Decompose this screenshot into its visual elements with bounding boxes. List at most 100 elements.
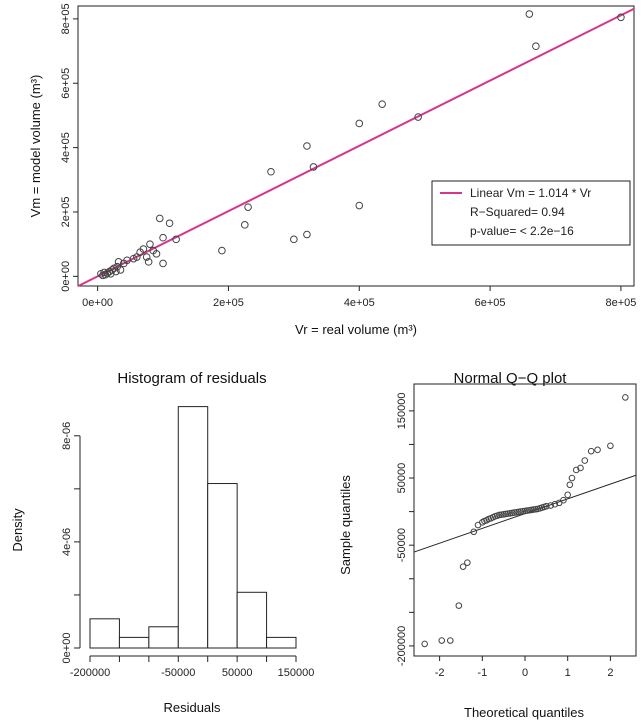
histogram-panel: Histogram of residuals -200000 -50000 5000… xyxy=(10,370,314,715)
scatter-point xyxy=(303,230,311,239)
histogram-bar xyxy=(118,636,150,649)
scatter-point xyxy=(114,258,123,266)
histogram-x-tick-label: 150000 xyxy=(278,667,315,679)
qq-x-tick-label: 1 xyxy=(565,667,571,679)
qq-y-axis-label: Sample quantiles xyxy=(338,475,353,575)
histogram-bar xyxy=(89,618,120,649)
linear-fit-layer xyxy=(77,7,635,288)
qq-point xyxy=(543,502,550,510)
qq-point xyxy=(455,602,463,609)
scatter-y-axis: 0e+00 2e+05 4e+05 6e+05 8e+05 xyxy=(60,3,78,292)
histogram-title: Histogram of residuals xyxy=(117,370,266,387)
scatter-x-tick-label: 6e+05 xyxy=(475,297,506,309)
scatter-point xyxy=(241,221,249,229)
scatter-x-tick-label: 2e+05 xyxy=(213,297,244,309)
histogram-bar xyxy=(177,406,209,649)
scatter-point xyxy=(355,119,364,128)
scatter-point xyxy=(165,219,174,228)
scatter-point xyxy=(532,42,540,51)
qq-point xyxy=(560,496,567,504)
qq-x-tick-label: -1 xyxy=(477,667,487,679)
qq-point xyxy=(564,491,571,499)
scatter-point xyxy=(159,259,167,268)
histogram-y-axis-label: Density xyxy=(10,508,25,552)
scatter-point xyxy=(267,167,275,176)
histogram-bar xyxy=(207,483,238,649)
scatter-point xyxy=(116,266,125,274)
histogram-bar xyxy=(236,591,268,649)
qq-x-axis-label: Theoretical quantiles xyxy=(464,705,584,720)
qq-point xyxy=(594,446,601,454)
qq-point xyxy=(547,502,554,509)
scatter-point xyxy=(414,113,422,121)
qq-point xyxy=(587,447,595,455)
scatter-x-axis: 0e+00 2e+05 4e+05 6e+05 8e+05 xyxy=(82,286,636,309)
qq-point xyxy=(551,500,559,508)
scatter-plot-frame xyxy=(77,5,635,287)
scatter-point xyxy=(290,235,298,244)
histogram-x-tick-label: -50000 xyxy=(161,667,195,679)
scatter-point xyxy=(525,10,534,18)
qq-x-axis: -2 -1 0 1 2 xyxy=(435,656,613,679)
scatter-y-axis-label: Vm = model volume (m³) xyxy=(28,75,43,218)
scatter-point xyxy=(617,13,625,22)
qq-point xyxy=(622,394,629,401)
scatter-point xyxy=(309,163,318,171)
qq-y-tick-label: 50000 xyxy=(396,463,408,494)
scatter-point xyxy=(144,258,153,266)
histogram-y-tick-label: 0e+00 xyxy=(61,633,73,664)
histogram-y-tick-label: 8e-06 xyxy=(61,422,73,450)
histogram-bar xyxy=(266,636,297,649)
qq-point xyxy=(464,559,471,566)
qq-point xyxy=(438,637,446,644)
qq-point xyxy=(470,528,478,536)
qq-y-tick-label: 150000 xyxy=(396,393,408,430)
qq-point xyxy=(581,457,589,464)
qq-point xyxy=(568,474,576,482)
qq-x-tick-label: 2 xyxy=(607,667,613,679)
qq-x-tick-label: -2 xyxy=(435,667,445,679)
scatter-y-tick-label: 8e+05 xyxy=(60,3,72,34)
qq-point xyxy=(566,481,574,489)
qq-plot-frame xyxy=(413,383,637,657)
histogram-x-tick-label: 50000 xyxy=(222,667,253,679)
qq-points xyxy=(421,394,629,648)
scatter-x-axis-label: Vr = real volume (m³) xyxy=(295,322,417,337)
qq-point xyxy=(421,640,428,648)
legend-entry-p-value: p-value= < 2.2e−16 xyxy=(470,224,574,238)
legend-box xyxy=(431,180,631,246)
qq-x-tick-label: 0 xyxy=(522,667,528,679)
scatter-point xyxy=(155,214,164,223)
histogram-y-axis: 0e+00 4e-06 8e-06 xyxy=(61,422,81,664)
qq-y-axis: -200000 -50000 50000 150000 xyxy=(396,393,414,666)
scatter-panel: 0e+00 2e+05 4e+05 6e+05 8e+05 0e+00 2e+05 4e+0… xyxy=(28,3,636,337)
scatter-x-tick-label: 4e+05 xyxy=(344,297,375,309)
scatter-point xyxy=(355,201,364,210)
scatter-y-tick-label: 2e+05 xyxy=(60,197,72,228)
scatter-point xyxy=(159,233,167,242)
legend-entry-r-squared: R−Squared= 0.94 xyxy=(470,205,565,219)
scatter-points xyxy=(97,10,625,280)
histogram-bar xyxy=(148,626,179,649)
scatter-point xyxy=(139,245,148,253)
qq-title: Normal Q−Q plot xyxy=(454,370,568,387)
scatter-y-tick-label: 4e+05 xyxy=(60,132,72,163)
linear-fit-line xyxy=(77,7,635,288)
histogram-x-tick-label: -200000 xyxy=(70,667,110,679)
qq-point xyxy=(459,563,467,570)
scatter-point xyxy=(112,267,120,276)
scatter-point xyxy=(244,203,252,211)
qq-y-tick-label: -50000 xyxy=(396,528,408,562)
scatter-legend: Linear Vm = 1.014 * Vr R−Squared= 0.94 p… xyxy=(431,180,631,246)
scatter-x-tick-label: 8e+05 xyxy=(605,297,636,309)
scatter-point xyxy=(152,250,161,258)
histogram-x-axis-label: Residuals xyxy=(163,700,221,715)
scatter-point xyxy=(218,246,226,255)
qq-point xyxy=(607,442,614,450)
qq-point xyxy=(446,637,454,644)
scatter-point xyxy=(142,253,151,261)
scatter-point xyxy=(172,235,180,244)
qq-point xyxy=(577,464,584,472)
scatter-y-tick-label: 0e+00 xyxy=(60,261,72,292)
